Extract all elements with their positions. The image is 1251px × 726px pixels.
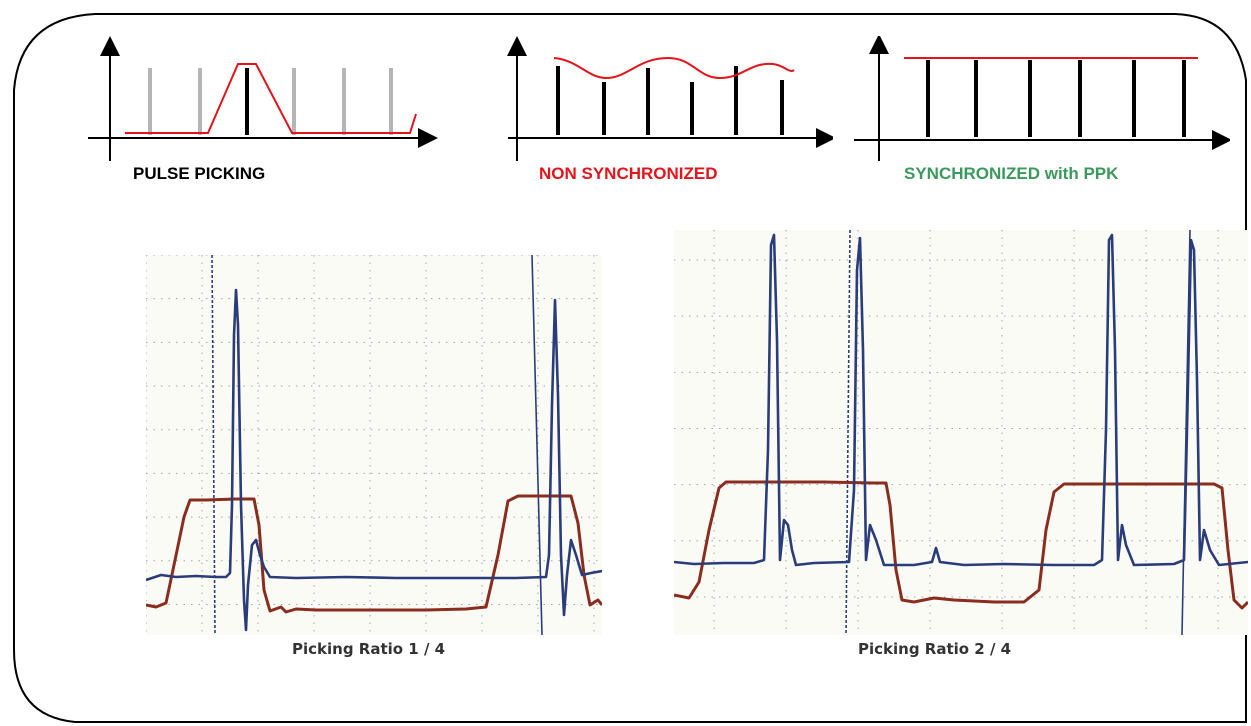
envelope-line — [553, 56, 795, 80]
gate-trace — [674, 480, 1248, 610]
laser-pulse-trace — [146, 288, 602, 632]
laser-pulse-trace — [674, 233, 1248, 567]
picking-ratio-caption-2: Picking Ratio 2 / 4 — [858, 640, 1012, 658]
scope-grid — [146, 255, 602, 635]
picker-gate-line — [125, 63, 417, 134]
pulse-picking-label: PULSE PICKING — [133, 164, 266, 183]
scope-grid — [674, 230, 1248, 635]
synchronized-diagram — [854, 36, 1230, 161]
trigger-cursor — [845, 230, 851, 635]
oscilloscope-capture-2 — [674, 230, 1248, 635]
synchronized-label: SYNCHRONIZED with PPK — [904, 164, 1119, 183]
non-synchronized-diagram — [507, 36, 833, 161]
oscilloscope-capture-1 — [146, 255, 602, 635]
picking-ratio-caption-1: Picking Ratio 1 / 4 — [292, 640, 446, 658]
pulse-picking-diagram — [88, 36, 438, 161]
gate-trace — [146, 494, 602, 614]
marker-cursor — [531, 255, 543, 635]
trigger-cursor — [211, 255, 216, 635]
non-synchronized-label: NON SYNCHRONIZED — [539, 164, 718, 183]
